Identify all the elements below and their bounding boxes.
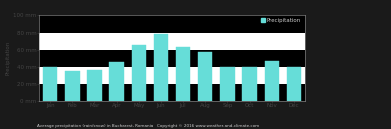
Bar [39,84,305,101]
Bar [242,67,257,101]
Bar [39,15,305,33]
Bar [154,34,168,101]
Bar [265,61,279,101]
Legend: Precipitation: Precipitation [260,17,302,24]
Bar [43,67,57,101]
Bar [87,70,102,101]
Bar [220,67,235,101]
Bar [65,71,79,101]
Bar [176,47,190,101]
Text: Average precipitation (rain/snow) in Bucharest, Romania   Copyright © 2016 www.w: Average precipitation (rain/snow) in Buc… [38,124,260,128]
Y-axis label: Precipitation: Precipitation [5,41,10,75]
Bar [109,62,124,101]
Bar [39,50,305,67]
Bar [132,45,146,101]
Bar [198,52,212,101]
Bar [287,67,301,101]
